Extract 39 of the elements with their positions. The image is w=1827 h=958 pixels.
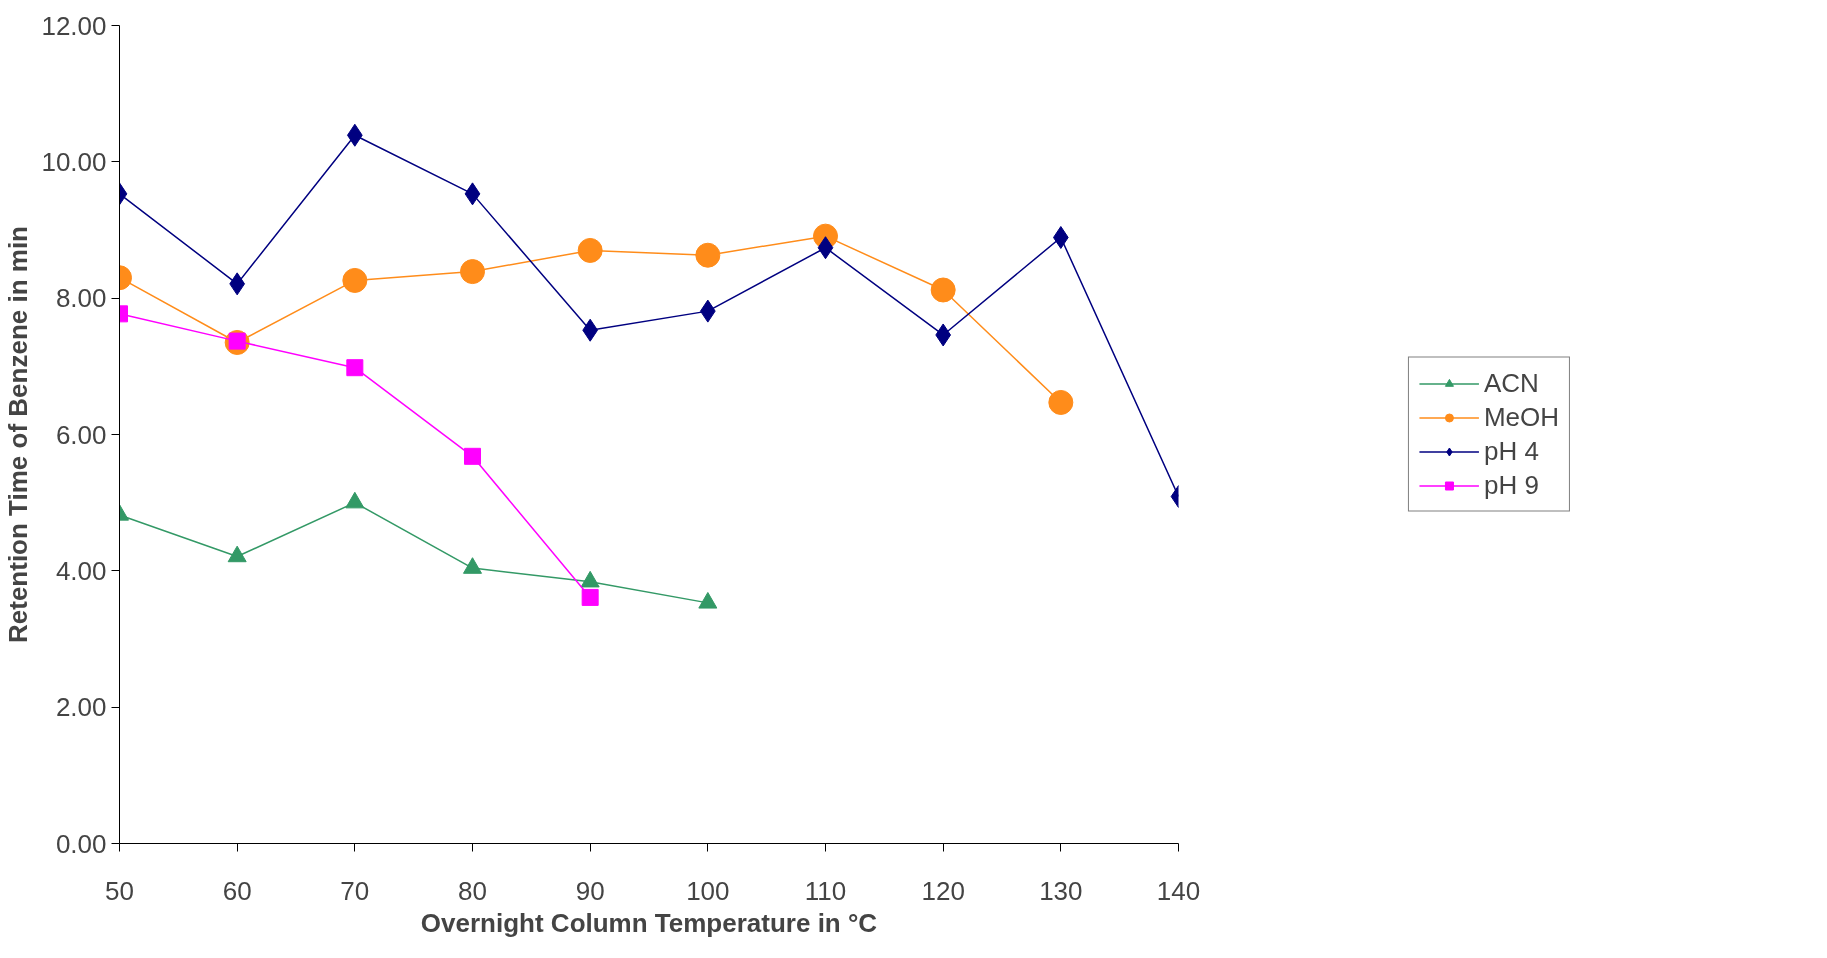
y-tick-label: 12.00 (41, 10, 107, 41)
x-tick-label: 110 (804, 875, 847, 906)
x-tick-label: 100 (686, 875, 730, 906)
y-tick-label: 8.00 (55, 283, 107, 314)
point (464, 182, 481, 206)
x-tick-label: 140 (1156, 875, 1201, 906)
point (1048, 389, 1074, 415)
point (581, 588, 599, 606)
y-tick-label: 10.00 (41, 146, 107, 177)
y-tick-label: 4.00 (55, 555, 107, 586)
point (460, 259, 485, 285)
y-tick-label: 2.00 (55, 692, 107, 723)
point (463, 557, 482, 574)
x-tick-label: 90 (575, 875, 605, 906)
point (464, 447, 481, 465)
point (580, 570, 600, 588)
x-tick-label: 120 (921, 875, 965, 906)
point (698, 591, 718, 609)
point (695, 242, 721, 268)
x-tick-label: 50 (105, 875, 134, 906)
legend-label: MeOH (1483, 401, 1560, 433)
point (930, 277, 956, 303)
point (342, 267, 368, 293)
y-tick-label: 0.00 (55, 828, 107, 859)
legend-label: pH 9 (1483, 469, 1539, 501)
point (817, 236, 834, 260)
point (345, 491, 365, 509)
x-axis-title: Overnight Column Temperature in °C (420, 907, 878, 938)
point (577, 237, 603, 263)
x-tick-label: 70 (340, 875, 370, 906)
x-tick-label: 130 (1039, 875, 1083, 906)
y-axis-title: Retention Time of Benzene in min (3, 225, 34, 643)
legend-label: pH 4 (1483, 435, 1539, 467)
x-tick-label: 80 (458, 875, 487, 906)
point (346, 359, 364, 377)
point (227, 545, 247, 563)
legend-label: ACN (1483, 367, 1539, 399)
x-tick-label: 60 (222, 875, 252, 906)
y-tick-label: 6.00 (55, 419, 107, 450)
